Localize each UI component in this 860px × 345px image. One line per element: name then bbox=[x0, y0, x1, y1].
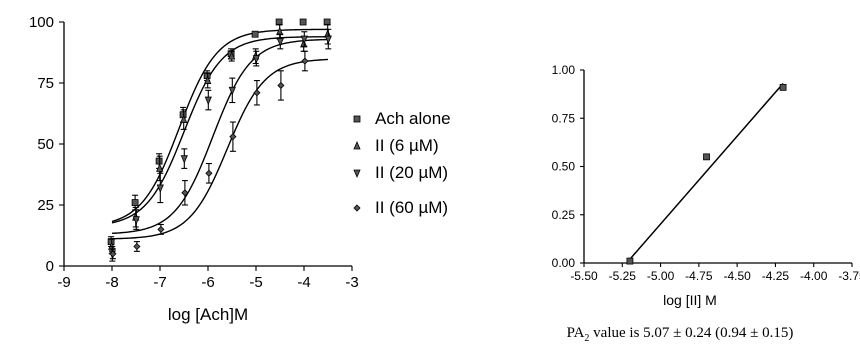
left-x-tick-label: -4 bbox=[297, 274, 310, 291]
data-point bbox=[157, 225, 165, 233]
data-point bbox=[301, 57, 309, 65]
data-point bbox=[180, 155, 188, 164]
legend-label: II (60 µM) bbox=[375, 198, 448, 217]
left-chart-curves bbox=[111, 28, 329, 240]
data-point bbox=[275, 18, 283, 26]
right-x-tick-label: -4.50 bbox=[723, 269, 751, 283]
right-y-tick-label: 0.25 bbox=[552, 208, 576, 222]
left-y-tick-label: 50 bbox=[37, 136, 54, 153]
data-point bbox=[205, 169, 213, 177]
right-y-tick-label: 0.00 bbox=[552, 256, 576, 270]
right-y-tick-label: 0.75 bbox=[552, 111, 576, 125]
data-point bbox=[299, 18, 307, 26]
data-point bbox=[155, 157, 163, 165]
left-chart-legend: Ach alone II (6 µM) II (20 µM) II (60 µM) bbox=[353, 109, 451, 217]
data-point bbox=[300, 38, 308, 48]
left-x-tick-label: -7 bbox=[153, 274, 166, 291]
right-x-tick-label: -5.50 bbox=[570, 269, 598, 283]
left-x-tick-label: -8 bbox=[105, 274, 118, 291]
fit-curve bbox=[111, 38, 329, 235]
data-point bbox=[204, 96, 212, 106]
data-point bbox=[156, 163, 164, 172]
left-x-tick-label: -3 bbox=[345, 274, 358, 291]
right-chart-axes: -5.50 -5.25 -5.00 -4.75 -4.50 -4.25 -4.00 -3.75… bbox=[552, 63, 860, 283]
pa2-subscript: 2 bbox=[584, 333, 589, 344]
right-x-tick-label: -3.75 bbox=[838, 269, 860, 283]
data-point bbox=[324, 35, 332, 45]
data-point bbox=[323, 18, 331, 26]
right-x-tick-label: -4.75 bbox=[685, 269, 713, 283]
pa2-value-text: value is 5.07 ± 0.24 (0.94 ± 0.15) bbox=[589, 325, 793, 341]
data-point bbox=[277, 81, 285, 90]
left-x-tick-label: -5 bbox=[249, 274, 262, 291]
fit-curve bbox=[111, 28, 328, 223]
data-point bbox=[228, 51, 236, 60]
legend-marker bbox=[353, 140, 361, 150]
data-point bbox=[180, 114, 188, 123]
data-point bbox=[228, 86, 236, 96]
data-point bbox=[156, 184, 164, 193]
data-point bbox=[253, 89, 261, 97]
right-chart-x-axis-label: log [II] M bbox=[663, 292, 717, 308]
left-chart-x-axis-label: log [Ach]M bbox=[168, 305, 248, 324]
right-x-tick-label: -4.00 bbox=[800, 269, 828, 283]
pa2-annotation: PA2 value is 5.07 ± 0.24 (0.94 ± 0.15) bbox=[567, 325, 794, 344]
right-chart-regression-line bbox=[629, 83, 784, 260]
right-y-tick-label: 0.50 bbox=[552, 160, 576, 174]
right-chart-points bbox=[626, 83, 787, 265]
right-y-tick-label: 1.00 bbox=[552, 63, 576, 77]
data-point bbox=[300, 35, 308, 45]
schild-data-point bbox=[703, 153, 710, 161]
legend-marker bbox=[353, 204, 361, 212]
data-point bbox=[276, 26, 284, 36]
pa2-prefix: PA bbox=[567, 325, 585, 341]
right-x-tick-label: -5.25 bbox=[609, 269, 637, 283]
legend-marker bbox=[353, 115, 361, 123]
left-y-tick-label: 100 bbox=[29, 14, 54, 31]
right-x-tick-label: -5.00 bbox=[647, 269, 675, 283]
left-y-tick-label: 75 bbox=[37, 75, 54, 92]
data-point bbox=[251, 30, 259, 38]
schild-plot-chart: -5.50 -5.25 -5.00 -4.75 -4.50 -4.25 -4.00 -3.75… bbox=[552, 63, 860, 344]
data-point bbox=[229, 133, 237, 141]
legend-label: Ach alone bbox=[375, 109, 451, 128]
schild-data-point bbox=[779, 83, 787, 91]
data-point bbox=[204, 75, 212, 84]
fit-curve bbox=[111, 36, 328, 224]
data-point bbox=[133, 242, 141, 251]
fit-curve bbox=[111, 58, 329, 240]
left-chart-points bbox=[107, 18, 332, 262]
left-chart-axes: -9 -8 -7 -6 -5 -4 -3 0 25 50 75 100 bbox=[29, 14, 359, 291]
dose-response-chart: -9 -8 -7 -6 -5 -4 -3 0 25 50 75 100 Ach alone II (6 … bbox=[29, 14, 451, 324]
legend-label: II (6 µM) bbox=[375, 136, 439, 155]
left-x-tick-label: -9 bbox=[57, 274, 70, 291]
left-y-tick-label: 0 bbox=[46, 258, 54, 275]
data-point bbox=[131, 199, 139, 206]
data-point bbox=[181, 189, 189, 197]
legend-label: II (20 µM) bbox=[375, 163, 448, 182]
data-point bbox=[109, 250, 117, 258]
data-point bbox=[276, 38, 284, 47]
legend-marker bbox=[353, 169, 361, 179]
data-point bbox=[132, 216, 140, 225]
left-y-tick-label: 25 bbox=[37, 197, 54, 214]
left-x-tick-label: -6 bbox=[201, 274, 214, 291]
schild-data-point bbox=[626, 257, 634, 265]
regression-line bbox=[629, 83, 784, 260]
right-x-tick-label: -4.25 bbox=[762, 269, 790, 283]
data-point bbox=[252, 55, 260, 64]
